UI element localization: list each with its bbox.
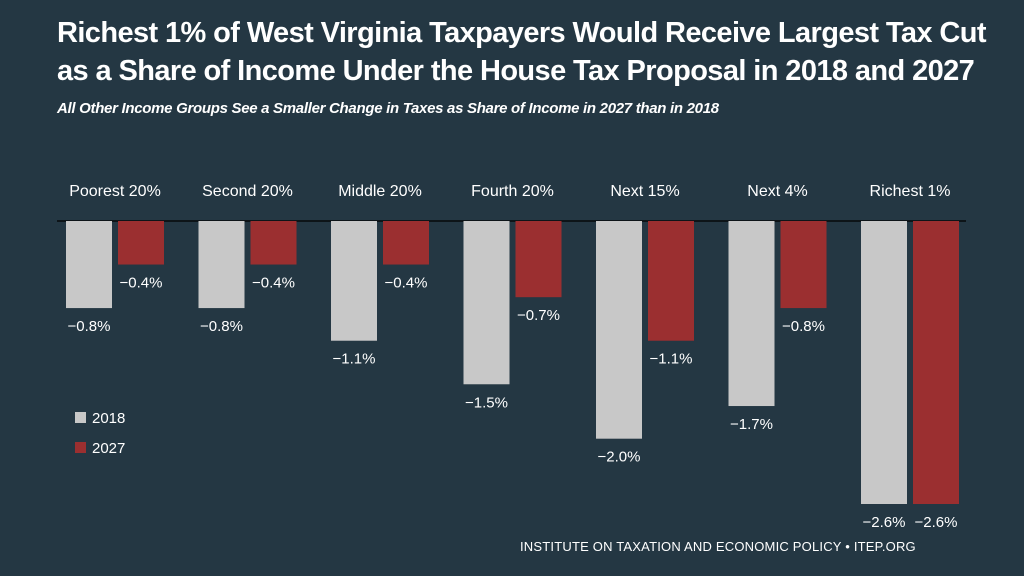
data-label-2027: −0.7% <box>517 307 560 324</box>
category-label: Fourth 20% <box>471 183 554 200</box>
bar-2027 <box>780 221 827 309</box>
data-label-2027: −2.6% <box>915 514 958 531</box>
legend-swatch-2027 <box>75 442 86 453</box>
category-label: Middle 20% <box>338 183 422 200</box>
bar-2018 <box>728 221 775 407</box>
data-label-2027: −0.4% <box>120 275 163 292</box>
data-label-2027: −0.4% <box>252 275 295 292</box>
bar-2027 <box>648 221 694 341</box>
category-label: Richest 1% <box>870 183 951 200</box>
category-label: Next 4% <box>747 183 807 200</box>
data-label-2018: −1.1% <box>333 351 376 368</box>
category-label: Poorest 20% <box>69 183 161 200</box>
data-label-2027: −0.8% <box>782 318 825 335</box>
data-label-2018: −0.8% <box>68 318 111 335</box>
bar-2027 <box>118 221 164 265</box>
bar-2018 <box>66 221 112 309</box>
bar-2018 <box>463 221 510 385</box>
bar-2018 <box>861 221 907 504</box>
bar-2027 <box>515 221 562 298</box>
data-label-2018: −2.0% <box>598 449 641 466</box>
legend-swatch-2018 <box>75 412 86 423</box>
bar-2018 <box>198 221 245 309</box>
chart-title: Richest 1% of West Virginia Taxpayers Wo… <box>57 17 987 87</box>
bar-2018 <box>331 221 377 341</box>
legend-label-2027: 2027 <box>92 440 125 457</box>
legend-label-2018: 2018 <box>92 410 125 427</box>
bar-2027 <box>913 221 959 504</box>
data-label-2027: −1.1% <box>650 351 693 368</box>
bar-2018 <box>596 221 642 439</box>
chart-subtitle: All Other Income Groups See a Smaller Ch… <box>57 100 719 117</box>
data-label-2018: −1.7% <box>730 416 773 433</box>
category-label: Second 20% <box>202 183 293 200</box>
source-credit: INSTITUTE ON TAXATION AND ECONOMIC POLIC… <box>520 539 916 554</box>
data-label-2018: −0.8% <box>200 318 243 335</box>
bar-2027 <box>250 221 297 265</box>
bar-2027 <box>383 221 429 265</box>
category-label: Next 15% <box>610 183 679 200</box>
data-label-2018: −1.5% <box>465 394 508 411</box>
data-label-2027: −0.4% <box>385 275 428 292</box>
data-label-2018: −2.6% <box>863 514 906 531</box>
